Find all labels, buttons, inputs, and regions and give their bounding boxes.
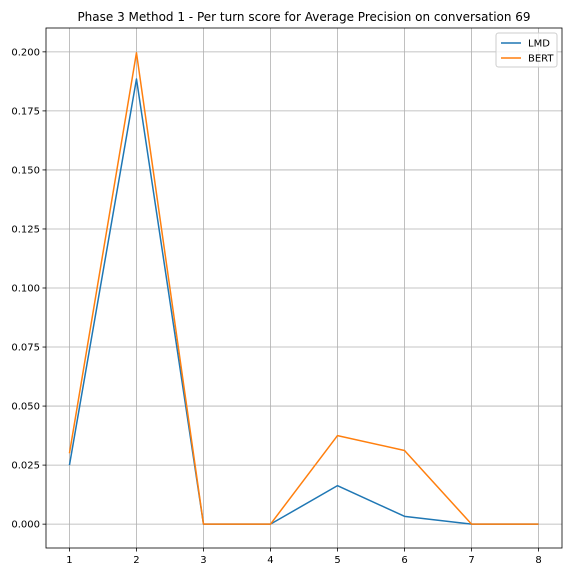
x-tick-label: 4 xyxy=(267,555,273,566)
series-line-lmd xyxy=(68,78,539,525)
y-tick-label: 0.050 xyxy=(11,402,40,413)
legend-label-lmd: LMD xyxy=(528,39,550,50)
y-tick-label: 0.200 xyxy=(11,47,40,58)
y-tick-label: 0.075 xyxy=(11,343,40,354)
series-lines xyxy=(68,52,539,525)
x-tick-label: 7 xyxy=(468,555,474,566)
x-tick-label: 6 xyxy=(401,555,407,566)
x-tick-label: 1 xyxy=(66,555,72,566)
x-tick-label: 3 xyxy=(200,555,206,566)
grid xyxy=(46,28,562,548)
y-tick-label: 0.175 xyxy=(11,106,40,117)
y-tick-label: 0.125 xyxy=(11,224,40,235)
axis-ticks: 1 2 3 4 5 6 7 8 0.000 0.025 0.050 0.075 0.100 0.125 0.… xyxy=(11,47,541,566)
y-tick-label: 0.025 xyxy=(11,461,40,472)
x-tick-label: 8 xyxy=(535,555,541,566)
y-tick-label: 0.000 xyxy=(11,520,40,531)
y-tick-label: 0.150 xyxy=(11,165,40,176)
chart-title: Phase 3 Method 1 - Per turn score for Av… xyxy=(77,10,530,24)
x-tick-label: 5 xyxy=(334,555,340,566)
x-tick-label: 2 xyxy=(133,555,139,566)
y-tick-label: 0.100 xyxy=(11,284,40,295)
legend: LMD BERT xyxy=(495,32,558,68)
series-line-bert xyxy=(68,52,539,525)
legend-label-bert: BERT xyxy=(528,54,554,65)
